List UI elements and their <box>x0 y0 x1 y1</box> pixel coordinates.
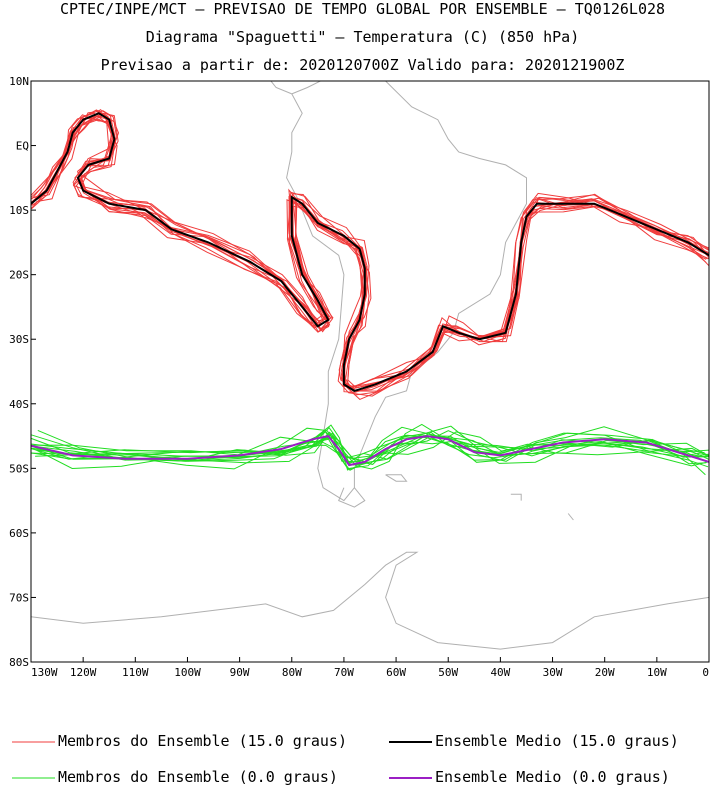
x-tick-label: 100W <box>174 666 201 679</box>
mean-15-line <box>31 112 709 392</box>
legend-label: Ensemble Medio (15.0 graus) <box>435 732 679 750</box>
y-tick-label: EQ <box>16 140 29 153</box>
member-15-line <box>32 109 709 392</box>
legend-label: Membros do Ensemble (15.0 graus) <box>58 732 347 750</box>
y-tick-label: 80S <box>9 656 29 669</box>
x-tick-label: 70W <box>334 666 354 679</box>
x-tick-label: 50W <box>438 666 458 679</box>
legend-label: Ensemble Medio (0.0 graus) <box>435 768 670 786</box>
member-15-line <box>36 112 709 400</box>
member-0-line <box>31 424 709 471</box>
coastline-segment <box>31 551 709 650</box>
coastline-segment <box>510 493 522 501</box>
coastline-segment <box>567 513 574 521</box>
member-15-line <box>32 112 709 388</box>
member-15-line <box>31 115 708 389</box>
y-tick-label: 70S <box>9 591 29 604</box>
y-tick-label: 40S <box>9 398 29 411</box>
x-tick-label: 130W <box>31 666 58 679</box>
member-0-line <box>37 423 704 470</box>
mean-0-line <box>31 434 709 467</box>
title-line-3: Previsao a partir de: 2020120700Z Valido… <box>100 56 625 74</box>
x-tick-label: 90W <box>230 666 250 679</box>
y-tick-label: 20S <box>9 269 29 282</box>
coastline-segment <box>270 81 292 95</box>
member-0-line <box>35 432 707 465</box>
x-tick-label: 80W <box>282 666 302 679</box>
y-tick-label: 10N <box>9 75 29 88</box>
legend-label: Membros do Ensemble (0.0 graus) <box>58 768 338 786</box>
member-15-line <box>31 108 709 389</box>
member-15-line <box>31 114 709 393</box>
coastline-segment <box>286 81 527 502</box>
axis-ticks: 130W 120W 110W 100W 90W 80W 70W 60W 50W 40W 30W 20W… <box>9 75 710 679</box>
x-tick-label: 0 <box>702 666 709 679</box>
member-15-line <box>31 112 709 392</box>
mean-layer <box>31 112 709 467</box>
legend: Membros do Ensemble (15.0 graus) Ensemble… <box>12 732 679 786</box>
y-tick-label: 50S <box>9 462 29 475</box>
x-tick-label: 20W <box>595 666 615 679</box>
x-tick-label: 120W <box>70 666 97 679</box>
members-15-layer <box>31 108 709 400</box>
x-tick-label: 30W <box>543 666 563 679</box>
member-15-line <box>31 110 709 396</box>
member-15-line <box>31 110 709 392</box>
y-tick-label: 30S <box>9 333 29 346</box>
y-tick-label: 10S <box>9 204 29 217</box>
title-line-2: Diagrama "Spaguetti" – Temperatura (C) (… <box>145 28 580 46</box>
member-15-line <box>31 115 707 389</box>
coastline-layer <box>31 81 709 650</box>
coastline-segment <box>338 487 366 508</box>
member-15-line <box>31 118 709 388</box>
coastline-segment <box>385 474 408 482</box>
x-tick-label: 10W <box>647 666 667 679</box>
member-15-line <box>31 110 704 397</box>
member-15-line <box>31 117 709 388</box>
title-line-1: CPTEC/INPE/MCT – PREVISAO DE TEMPO GLOBA… <box>59 0 666 18</box>
x-tick-label: 40W <box>490 666 510 679</box>
plot-frame <box>30 80 710 663</box>
x-tick-label: 110W <box>122 666 149 679</box>
x-tick-label: 60W <box>386 666 406 679</box>
y-tick-label: 60S <box>9 527 29 540</box>
